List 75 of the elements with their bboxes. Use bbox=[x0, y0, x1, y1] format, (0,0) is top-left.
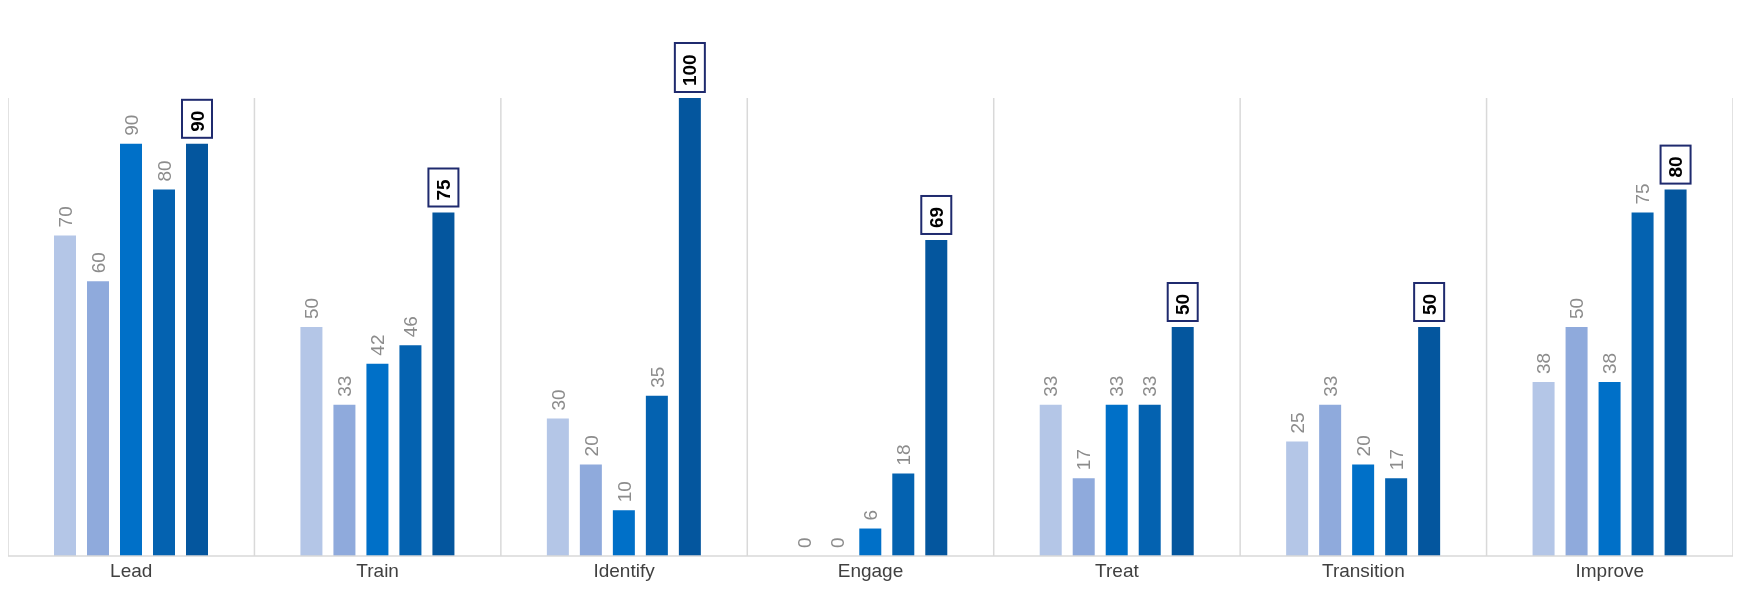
data-label: 17 bbox=[1385, 449, 1407, 471]
data-label: 33 bbox=[1139, 375, 1161, 397]
bar bbox=[925, 239, 948, 556]
bar bbox=[1039, 404, 1062, 556]
data-label: 6 bbox=[859, 509, 881, 521]
data-label: 20 bbox=[580, 435, 602, 457]
x-tick-label: Improve bbox=[1575, 560, 1645, 582]
x-tick-label: Engage bbox=[837, 560, 904, 582]
data-label: 50 bbox=[1172, 293, 1194, 315]
data-label: 38 bbox=[1599, 352, 1621, 374]
bar bbox=[54, 235, 76, 556]
bar bbox=[1565, 327, 1588, 556]
bar bbox=[859, 528, 882, 556]
data-label: 18 bbox=[892, 444, 914, 466]
bar bbox=[87, 281, 109, 556]
data-label: 80 bbox=[153, 160, 175, 182]
data-label: 90 bbox=[120, 114, 142, 136]
bar bbox=[612, 510, 635, 556]
bar bbox=[579, 464, 602, 556]
bar bbox=[1631, 212, 1654, 556]
bar bbox=[1138, 404, 1161, 556]
bar bbox=[1319, 404, 1342, 556]
bar bbox=[645, 395, 668, 556]
data-label: 80 bbox=[1665, 156, 1687, 178]
data-label: 33 bbox=[334, 375, 356, 397]
data-label: 30 bbox=[547, 389, 569, 411]
x-tick-label: Lead bbox=[110, 560, 153, 582]
data-label: 90 bbox=[186, 110, 208, 132]
bar bbox=[1352, 464, 1375, 556]
bar bbox=[1072, 478, 1095, 556]
data-label: 0 bbox=[826, 537, 848, 548]
bar bbox=[1105, 404, 1128, 556]
data-label: 33 bbox=[1040, 375, 1062, 397]
x-tick-label: Identify bbox=[593, 560, 656, 582]
bar bbox=[1664, 189, 1687, 556]
data-label: 50 bbox=[1418, 293, 1440, 315]
bar bbox=[120, 143, 142, 556]
data-label: 75 bbox=[433, 178, 455, 201]
bar bbox=[399, 345, 422, 556]
data-label: 50 bbox=[301, 297, 323, 319]
data-label: 46 bbox=[400, 316, 422, 338]
bar bbox=[186, 143, 208, 556]
data-label: 33 bbox=[1319, 375, 1341, 397]
data-label: 25 bbox=[1286, 412, 1308, 434]
bar bbox=[366, 363, 389, 556]
data-label: 10 bbox=[613, 481, 635, 503]
data-label: 20 bbox=[1352, 435, 1374, 457]
bar bbox=[892, 473, 915, 556]
bar bbox=[1598, 381, 1621, 556]
bar bbox=[1418, 327, 1441, 556]
data-label: 38 bbox=[1533, 352, 1555, 374]
bar bbox=[1171, 327, 1194, 556]
bar bbox=[678, 98, 701, 556]
bar bbox=[1286, 441, 1309, 556]
data-label: 75 bbox=[1632, 183, 1654, 205]
bar bbox=[546, 418, 569, 556]
data-label: 33 bbox=[1106, 375, 1128, 397]
data-label: 17 bbox=[1073, 449, 1095, 471]
bar bbox=[432, 212, 455, 556]
bar bbox=[1532, 381, 1555, 556]
data-label: 0 bbox=[793, 537, 815, 548]
data-label: 70 bbox=[54, 206, 76, 228]
bar bbox=[153, 189, 175, 556]
data-label: 60 bbox=[87, 252, 109, 274]
x-tick-label: Train bbox=[356, 560, 399, 582]
x-tick-label: Treat bbox=[1095, 560, 1140, 582]
data-label: 42 bbox=[367, 334, 389, 356]
bar bbox=[1385, 478, 1408, 556]
data-label: 69 bbox=[925, 206, 947, 228]
bar bbox=[300, 327, 323, 556]
data-label: 35 bbox=[646, 366, 668, 388]
x-tick-label: Transition bbox=[1322, 560, 1405, 582]
data-label: 50 bbox=[1566, 297, 1588, 319]
data-label: 100 bbox=[679, 54, 701, 86]
bar bbox=[333, 404, 356, 556]
